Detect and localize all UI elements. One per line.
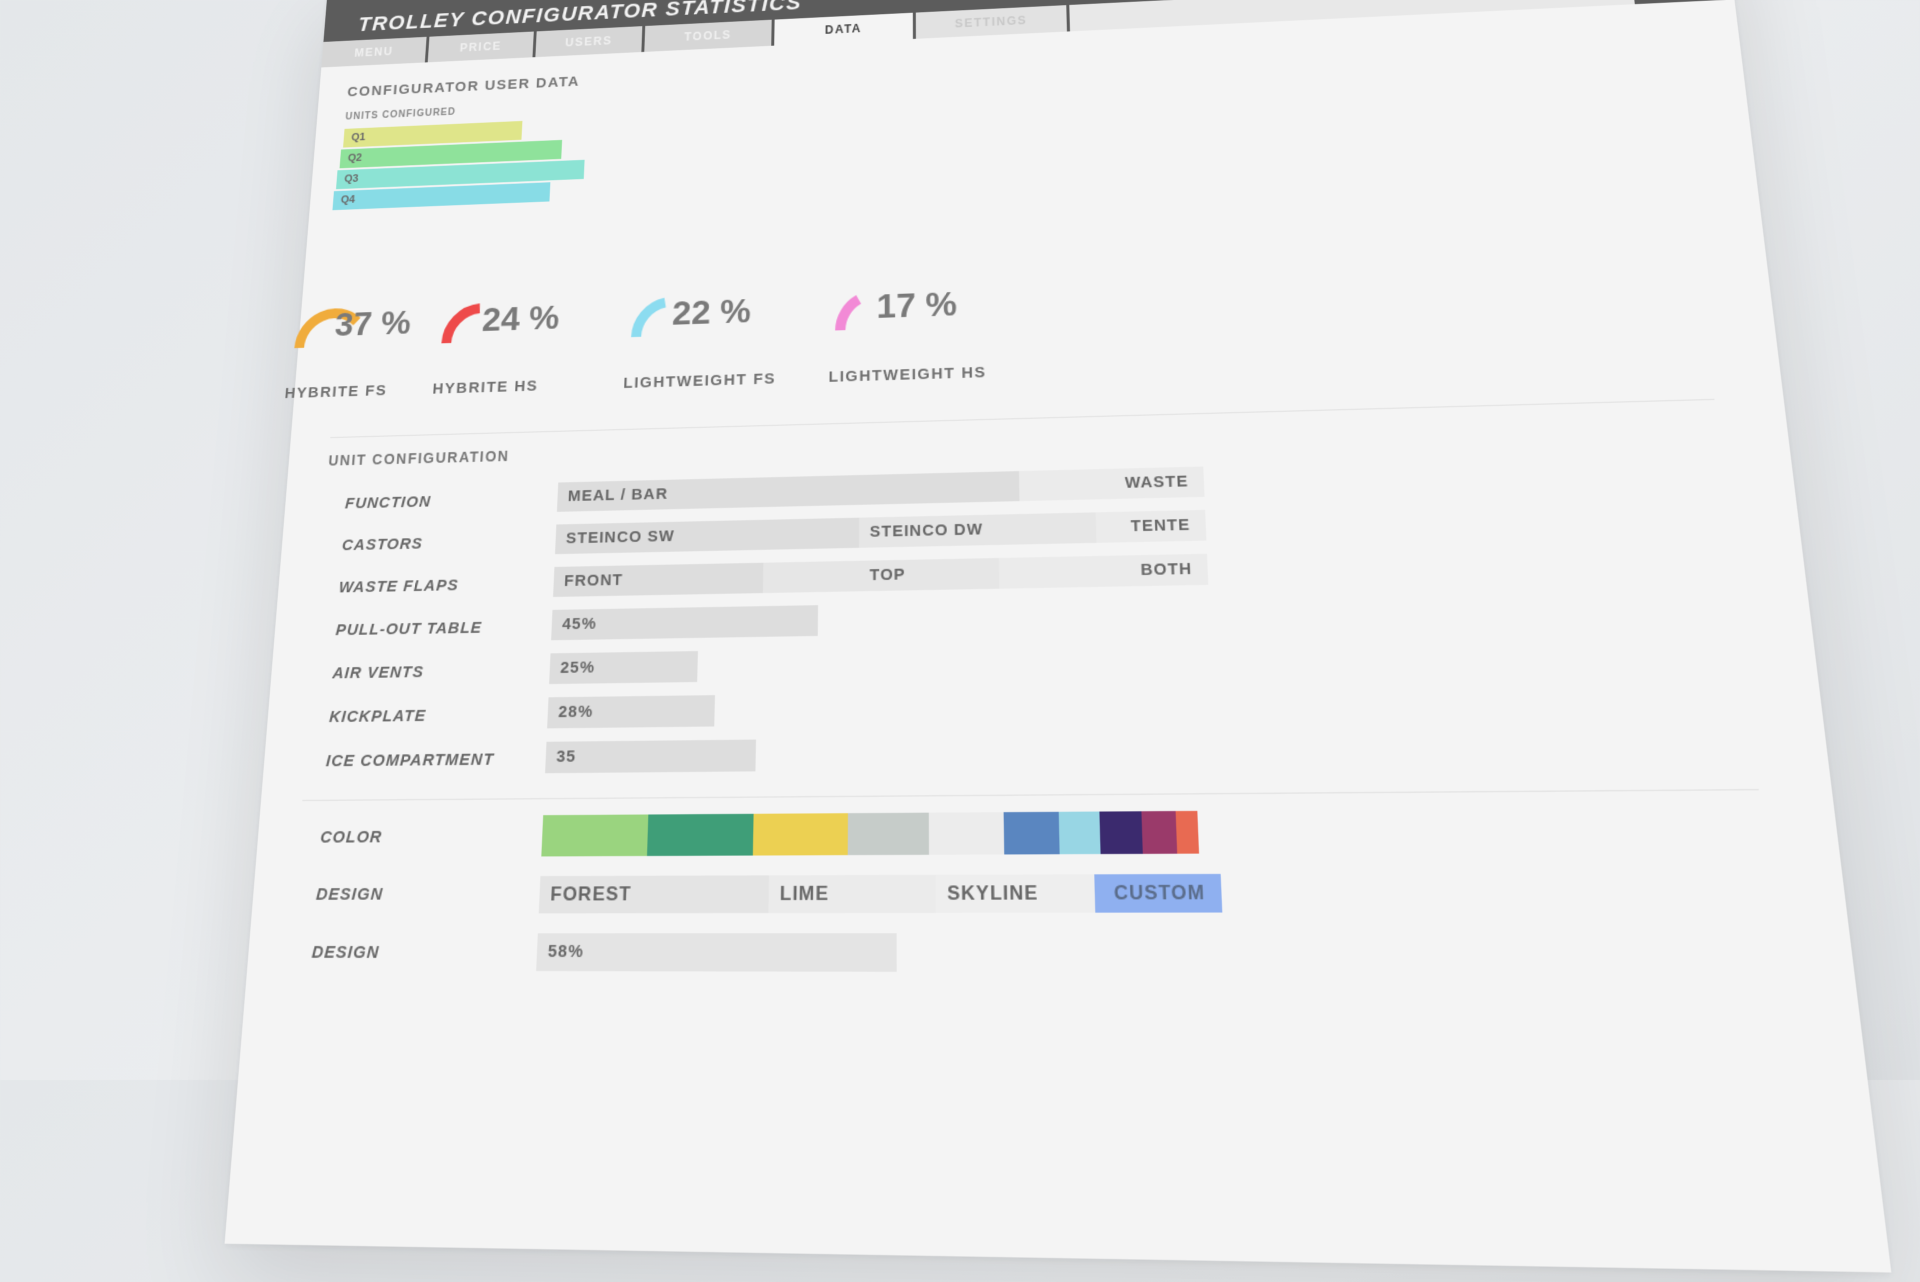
gauge-name: LIGHTWEIGHT FS bbox=[623, 370, 777, 393]
pull-out-table-label: PULL-OUT TABLE bbox=[335, 618, 483, 640]
tab-bar-filler bbox=[1069, 0, 1635, 32]
gauge-percent: 22 % bbox=[671, 291, 752, 333]
color-swatch[interactable] bbox=[1003, 811, 1060, 855]
gauge-arc-fill bbox=[446, 308, 479, 343]
color-distribution-bar bbox=[541, 810, 1219, 857]
design-option-lime[interactable]: LIME bbox=[768, 874, 937, 914]
gauge-arc-fill bbox=[636, 303, 665, 337]
user-data-title: CONFIGURATOR USER DATA bbox=[346, 73, 581, 101]
function-option-waste[interactable]: WASTE bbox=[1018, 466, 1205, 502]
color-swatch[interactable] bbox=[646, 813, 754, 857]
kickplate-bar: 28% bbox=[547, 695, 715, 729]
color-swatch[interactable] bbox=[1058, 811, 1101, 855]
gauge-name: HYBRITE FS bbox=[284, 381, 388, 403]
unit-configuration-title: UNIT CONFIGURATION bbox=[327, 447, 510, 469]
gauge-hybrite-hs: 24 % HYBRITE HS bbox=[431, 292, 637, 419]
design-secondary-label: DESIGN bbox=[311, 942, 380, 963]
design-option-forest[interactable]: FOREST bbox=[538, 875, 770, 914]
ice-compartment-label: ICE COMPARTMENT bbox=[325, 750, 495, 771]
title-bar: TROLLEY CONFIGURATOR STATISTICS MENU PRI… bbox=[321, 0, 1735, 68]
pull-out-table-bar: 45% bbox=[551, 605, 819, 641]
design-option-skyline[interactable]: SKYLINE bbox=[935, 874, 1096, 913]
tab-users[interactable]: USERS bbox=[535, 26, 643, 58]
function-label: FUNCTION bbox=[344, 492, 432, 513]
air-vents-bar: 25% bbox=[549, 651, 698, 685]
tab-price[interactable]: PRICE bbox=[427, 31, 534, 63]
gauge-arc-fill bbox=[840, 300, 858, 331]
tab-menu[interactable]: MENU bbox=[321, 36, 427, 68]
color-swatch[interactable] bbox=[753, 813, 848, 856]
waste-flaps-label: WASTE FLAPS bbox=[338, 576, 460, 597]
gauge-lightweight-hs: 17 % LIGHTWEIGHT HS bbox=[828, 278, 1039, 408]
tab-tools[interactable]: TOOLS bbox=[644, 19, 772, 52]
color-swatch[interactable] bbox=[1141, 811, 1178, 854]
design-option-custom[interactable]: CUSTOM bbox=[1094, 873, 1223, 913]
color-swatch[interactable] bbox=[847, 812, 929, 856]
tab-settings[interactable]: SETTINGS bbox=[915, 5, 1067, 39]
color-label: COLOR bbox=[319, 827, 383, 848]
waste-flaps-option-front[interactable]: FRONT bbox=[553, 562, 764, 597]
gauge-name: HYBRITE HS bbox=[432, 377, 539, 398]
gauge-percent: 24 % bbox=[481, 298, 561, 340]
color-swatch[interactable] bbox=[541, 814, 648, 857]
divider bbox=[302, 789, 1759, 802]
kickplate-label: KICKPLATE bbox=[328, 706, 427, 727]
gauge-name: LIGHTWEIGHT HS bbox=[828, 363, 987, 386]
statistics-panel: TROLLEY CONFIGURATOR STATISTICS MENU PRI… bbox=[224, 0, 1892, 1273]
design-percentage-bar: 58% bbox=[536, 933, 897, 972]
air-vents-label: AIR VENTS bbox=[331, 662, 425, 683]
ice-compartment-bar: 35 bbox=[545, 739, 757, 774]
design-label: DESIGN bbox=[315, 884, 384, 905]
castors-label: CASTORS bbox=[341, 534, 424, 555]
gauge-percent: 17 % bbox=[876, 284, 958, 327]
waste-flaps-option-top[interactable]: TOP bbox=[762, 557, 1000, 594]
gauge-lightweight-fs: 22 % LIGHTWEIGHT FS bbox=[622, 285, 829, 413]
castors-option-tente[interactable]: TENTE bbox=[1095, 509, 1207, 543]
color-swatch[interactable] bbox=[1099, 811, 1143, 855]
units-configured-label: UNITS CONFIGURED bbox=[345, 107, 457, 123]
waste-flaps-option-both[interactable]: BOTH bbox=[998, 553, 1209, 589]
color-swatch[interactable] bbox=[1176, 810, 1199, 854]
color-swatch[interactable] bbox=[928, 812, 1005, 855]
function-option-meal-bar[interactable]: MEAL / BAR bbox=[556, 471, 1020, 512]
gauge-percent: 37 % bbox=[333, 303, 413, 344]
castors-option-steinco-dw[interactable]: STEINCO DW bbox=[858, 512, 1097, 548]
castors-option-steinco-sw[interactable]: STEINCO SW bbox=[555, 517, 860, 555]
tab-data[interactable]: DATA bbox=[774, 12, 913, 46]
